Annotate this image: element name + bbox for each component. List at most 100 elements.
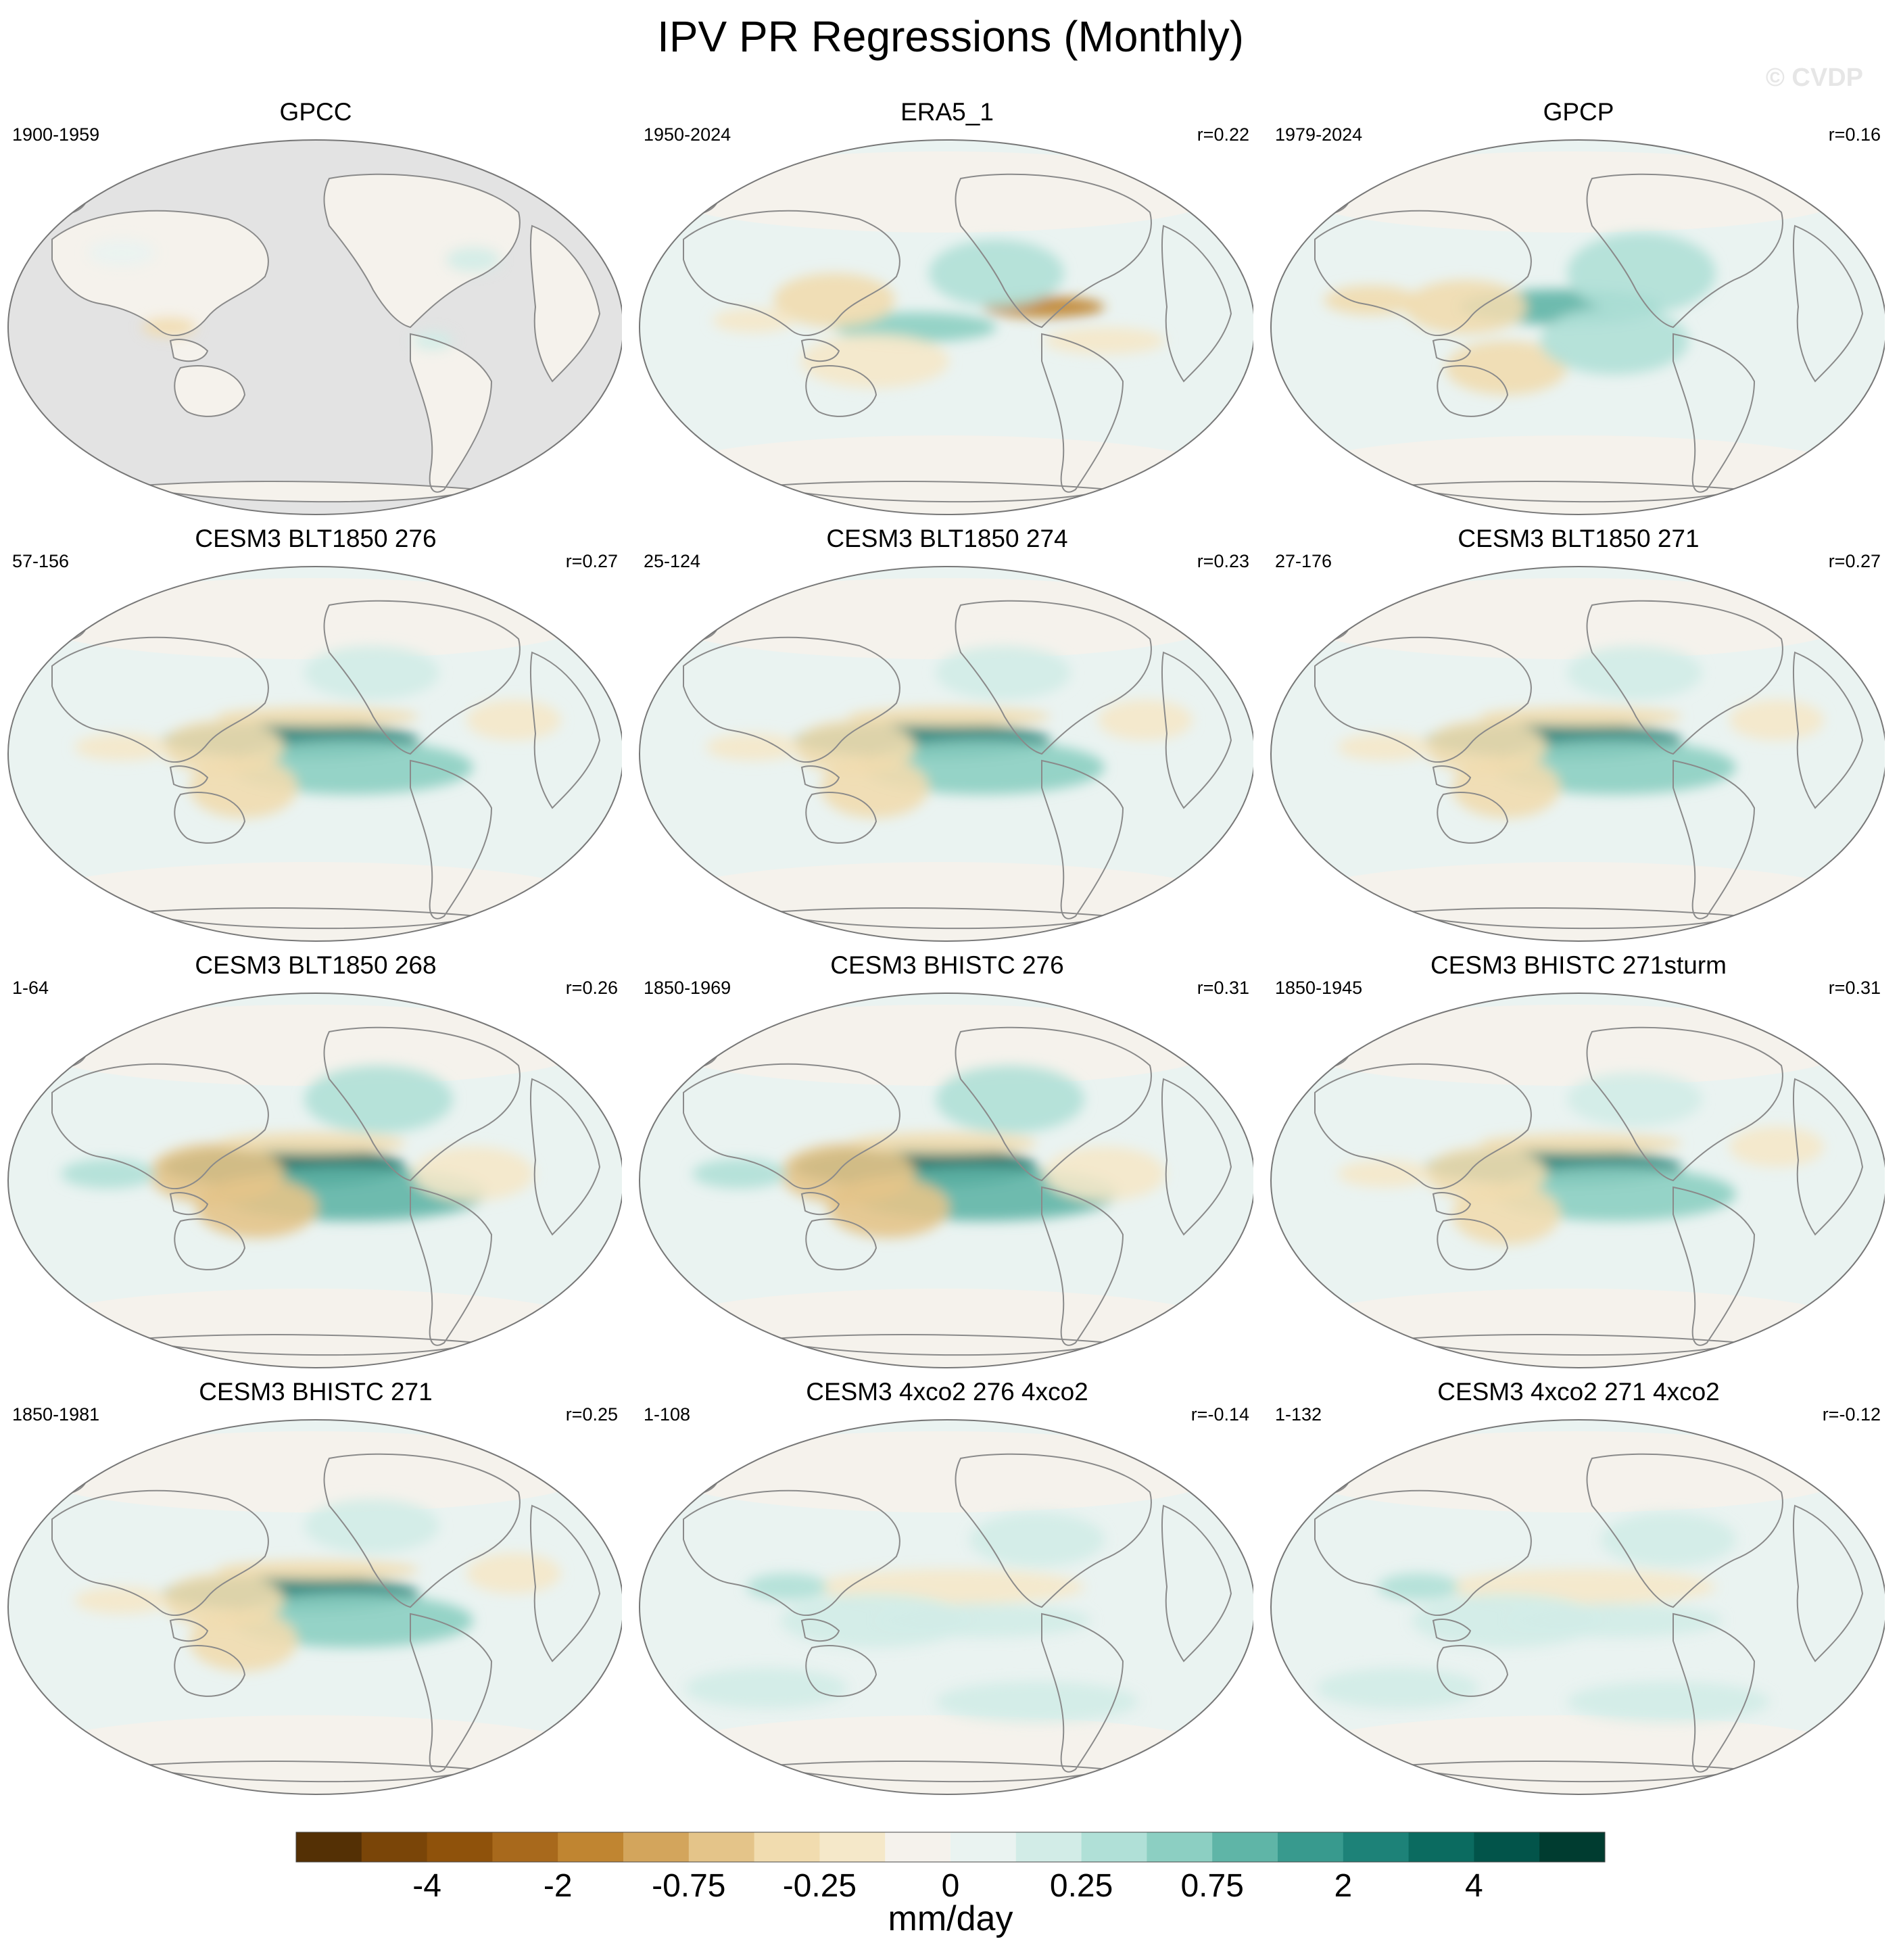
- panel-title: CESM3 BHISTC 271: [199, 1378, 433, 1406]
- colorbar-swatch: [361, 1832, 428, 1862]
- colorbar-swatch: [296, 1832, 362, 1862]
- colorbar-swatch: [1212, 1832, 1278, 1862]
- panel-period: 1950-2024: [644, 124, 731, 145]
- coastline: [51, 636, 269, 763]
- anomaly-contour: [189, 1610, 297, 1671]
- anomaly-contour: [1729, 1126, 1824, 1167]
- coastline: [410, 1186, 493, 1346]
- colorbar-tick-label: -4: [412, 1868, 441, 1904]
- coastline: [955, 173, 1152, 329]
- coastline: [1314, 210, 1532, 337]
- coastline: [1792, 651, 1864, 809]
- map-panel: GPCC 1900-1959: [0, 97, 631, 523]
- coastline: [529, 651, 601, 809]
- anomaly-contour: [936, 1066, 1084, 1133]
- coastline: [323, 600, 521, 755]
- coastline: [683, 1063, 900, 1190]
- coastline: [1673, 1612, 1756, 1773]
- map-border: [7, 139, 622, 515]
- regression-map: [1270, 993, 1885, 1368]
- map-border: [7, 566, 622, 942]
- panel-correlation: r=0.27: [1828, 551, 1881, 571]
- coastline: [805, 1645, 877, 1697]
- anomaly-contour: [1452, 1184, 1560, 1245]
- anomaly-contour: [969, 1512, 1105, 1567]
- coastline: [1792, 1078, 1864, 1236]
- coastline: [955, 600, 1152, 755]
- map-border: [639, 993, 1253, 1368]
- panel-title: ERA5_1: [900, 98, 994, 126]
- land-field: [174, 365, 245, 416]
- figure-title: IPV PR Regressions (Monthly): [657, 12, 1244, 61]
- anomaly-contour: [827, 1177, 949, 1238]
- map-panel: CESM3 BHISTC 271 1850-1981 r=0.25: [0, 1377, 631, 1803]
- panel-title: CESM3 BLT1850 274: [826, 525, 1068, 552]
- regression-map: [639, 993, 1253, 1368]
- colorbar-swatch: [1539, 1832, 1606, 1862]
- colorbar-tick-label: -0.75: [652, 1868, 726, 1904]
- coastline: [1792, 224, 1864, 383]
- anomaly-contour: [466, 1553, 561, 1594]
- coastline: [169, 765, 209, 789]
- coastline: [529, 1078, 601, 1236]
- anomaly-contour: [1405, 280, 1526, 334]
- regression-map: [7, 566, 622, 942]
- anomaly-contour: [713, 308, 794, 333]
- coastline: [1432, 765, 1472, 789]
- panel-correlation: r=0.26: [565, 978, 618, 998]
- coastline: [410, 759, 493, 919]
- coastline: [805, 792, 877, 844]
- coastline: [1041, 333, 1124, 493]
- colorbar-tick-label: 4: [1465, 1868, 1483, 1904]
- coastline: [805, 1218, 877, 1270]
- regression-map: [1270, 139, 1885, 515]
- coastline: [683, 1489, 900, 1617]
- coastline: [323, 173, 521, 329]
- coastline: [323, 1453, 521, 1608]
- watermark: © CVDP: [1765, 64, 1863, 92]
- regression-map: [1270, 1419, 1885, 1795]
- colorbar-tick-label: -2: [543, 1868, 573, 1904]
- colorbar-swatch: [1474, 1832, 1540, 1862]
- panel-title: CESM3 4xco2 271 4xco2: [1437, 1378, 1720, 1406]
- coastline: [1586, 173, 1783, 329]
- high-latitude-field: [658, 1005, 1226, 1086]
- anomaly-contour: [1729, 700, 1824, 740]
- panel-period: 1900-1959: [12, 124, 100, 145]
- coastline: [174, 1645, 246, 1697]
- high-latitude-field: [27, 578, 595, 659]
- regression-map: [639, 1419, 1253, 1795]
- map-border: [7, 1419, 622, 1795]
- coastline: [1437, 1218, 1509, 1270]
- coastline: [1432, 1619, 1472, 1642]
- coastline: [1432, 1192, 1472, 1216]
- coastline: [1161, 651, 1232, 809]
- anomaly-contour: [196, 1177, 318, 1238]
- map-panel: CESM3 4xco2 271 4xco2 1-132 r=-0.12: [1263, 1377, 1894, 1803]
- coastline: [1586, 600, 1783, 755]
- panel-correlation: r=0.31: [1828, 978, 1881, 998]
- colorbar-tick-label: 0.25: [1049, 1868, 1113, 1904]
- panel-title: CESM3 BLT1850 268: [195, 951, 437, 979]
- coastline: [174, 365, 246, 417]
- land-field: [410, 334, 491, 492]
- panel-correlation: r=0.22: [1197, 124, 1249, 145]
- coastline: [1792, 1504, 1864, 1663]
- map-border: [7, 993, 622, 1368]
- colorbar-tick-label: 0.75: [1180, 1868, 1244, 1904]
- panel-title: CESM3 4xco2 276 4xco2: [806, 1378, 1088, 1406]
- colorbar-swatch: [1278, 1832, 1344, 1862]
- panel-title: GPCC: [279, 98, 352, 126]
- colorbar-swatch: [688, 1832, 755, 1862]
- panel-correlation: r=0.31: [1197, 978, 1249, 998]
- high-latitude-field: [1290, 578, 1858, 659]
- colorbar-swatch: [1408, 1832, 1474, 1862]
- panel-period: 57-156: [12, 551, 70, 571]
- coastline: [1432, 339, 1472, 362]
- colorbar-swatch: [492, 1832, 558, 1862]
- anomaly-contour: [1337, 1160, 1432, 1187]
- high-latitude-field: [1290, 1005, 1858, 1086]
- regression-map: [1270, 566, 1885, 942]
- anomaly-contour: [1567, 233, 1716, 314]
- anomaly-contour: [216, 1560, 419, 1579]
